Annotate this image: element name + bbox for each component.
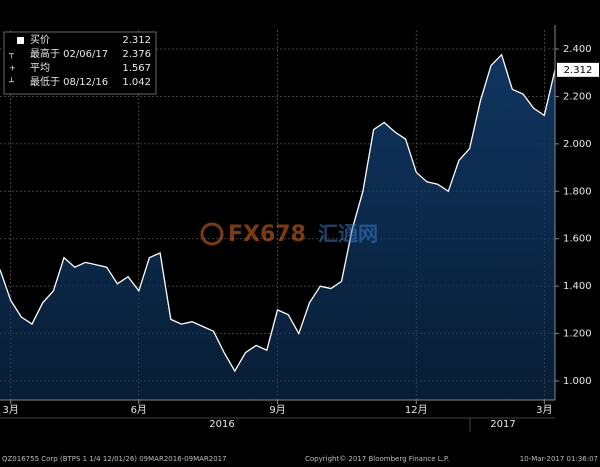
x-tick-label: 12月 [405,404,428,416]
legend-value: 1.567 [122,63,151,74]
watermark-text: FX678 [228,222,306,247]
legend-value: 2.312 [122,35,151,46]
y-tick-label: 1.800 [563,186,592,197]
watermark: FX678 汇通网 [200,222,378,247]
year-label: 2016 [209,419,234,430]
y-tick-label: 1.400 [563,281,592,292]
line [0,53,556,373]
legend: ┬ + ┴ 买价 2.312 最高于 02/06/17 2.376 平均 1.567 最低于… [3,31,157,95]
footer-text: Copyright© 2017 Bloomberg Finance L.P. [305,455,449,463]
x-tick-label: 3月 [536,404,552,416]
legend-icon: ┴ [8,77,14,87]
area [0,54,555,400]
y-tick-label: 2.000 [563,139,592,150]
last-value-box [557,62,599,77]
y-tick-label: 1.000 [563,376,592,387]
x-tick-label: 6月 [131,404,147,416]
legend-swatch [17,37,24,44]
year-label: 2017 [490,419,515,430]
x-tick-label: 9月 [269,404,285,416]
legend-label: 最高于 02/06/17 [30,47,108,60]
x-tick-label: 3月 [2,404,18,416]
plot-area [0,30,556,400]
watermark-text: 汇通网 [318,222,378,246]
y-tick-label: 2.400 [563,44,592,55]
legend-value: 2.376 [122,49,151,60]
legend-label: 买价 [30,34,50,46]
footer-text: QZ016755 Corp (BTPS 1 1/4 12/01/26) 09MA… [2,455,227,463]
legend-box [3,31,157,95]
y-tick-label: 1.200 [563,329,592,340]
watermark-logo [200,222,224,246]
legend-label: 平均 [30,62,50,74]
legend-icon: ┬ [8,50,14,60]
legend-value: 1.042 [122,77,151,88]
y-tick-label: 2.200 [563,91,592,102]
y-tick-label: 1.600 [563,234,592,245]
last-value-label: 2.312 [564,65,593,76]
footer-text: 10-Mar-2017 01:36:07 [520,455,598,463]
legend-icon: + [9,64,16,73]
legend-label: 最低于 08/12/16 [30,75,108,88]
